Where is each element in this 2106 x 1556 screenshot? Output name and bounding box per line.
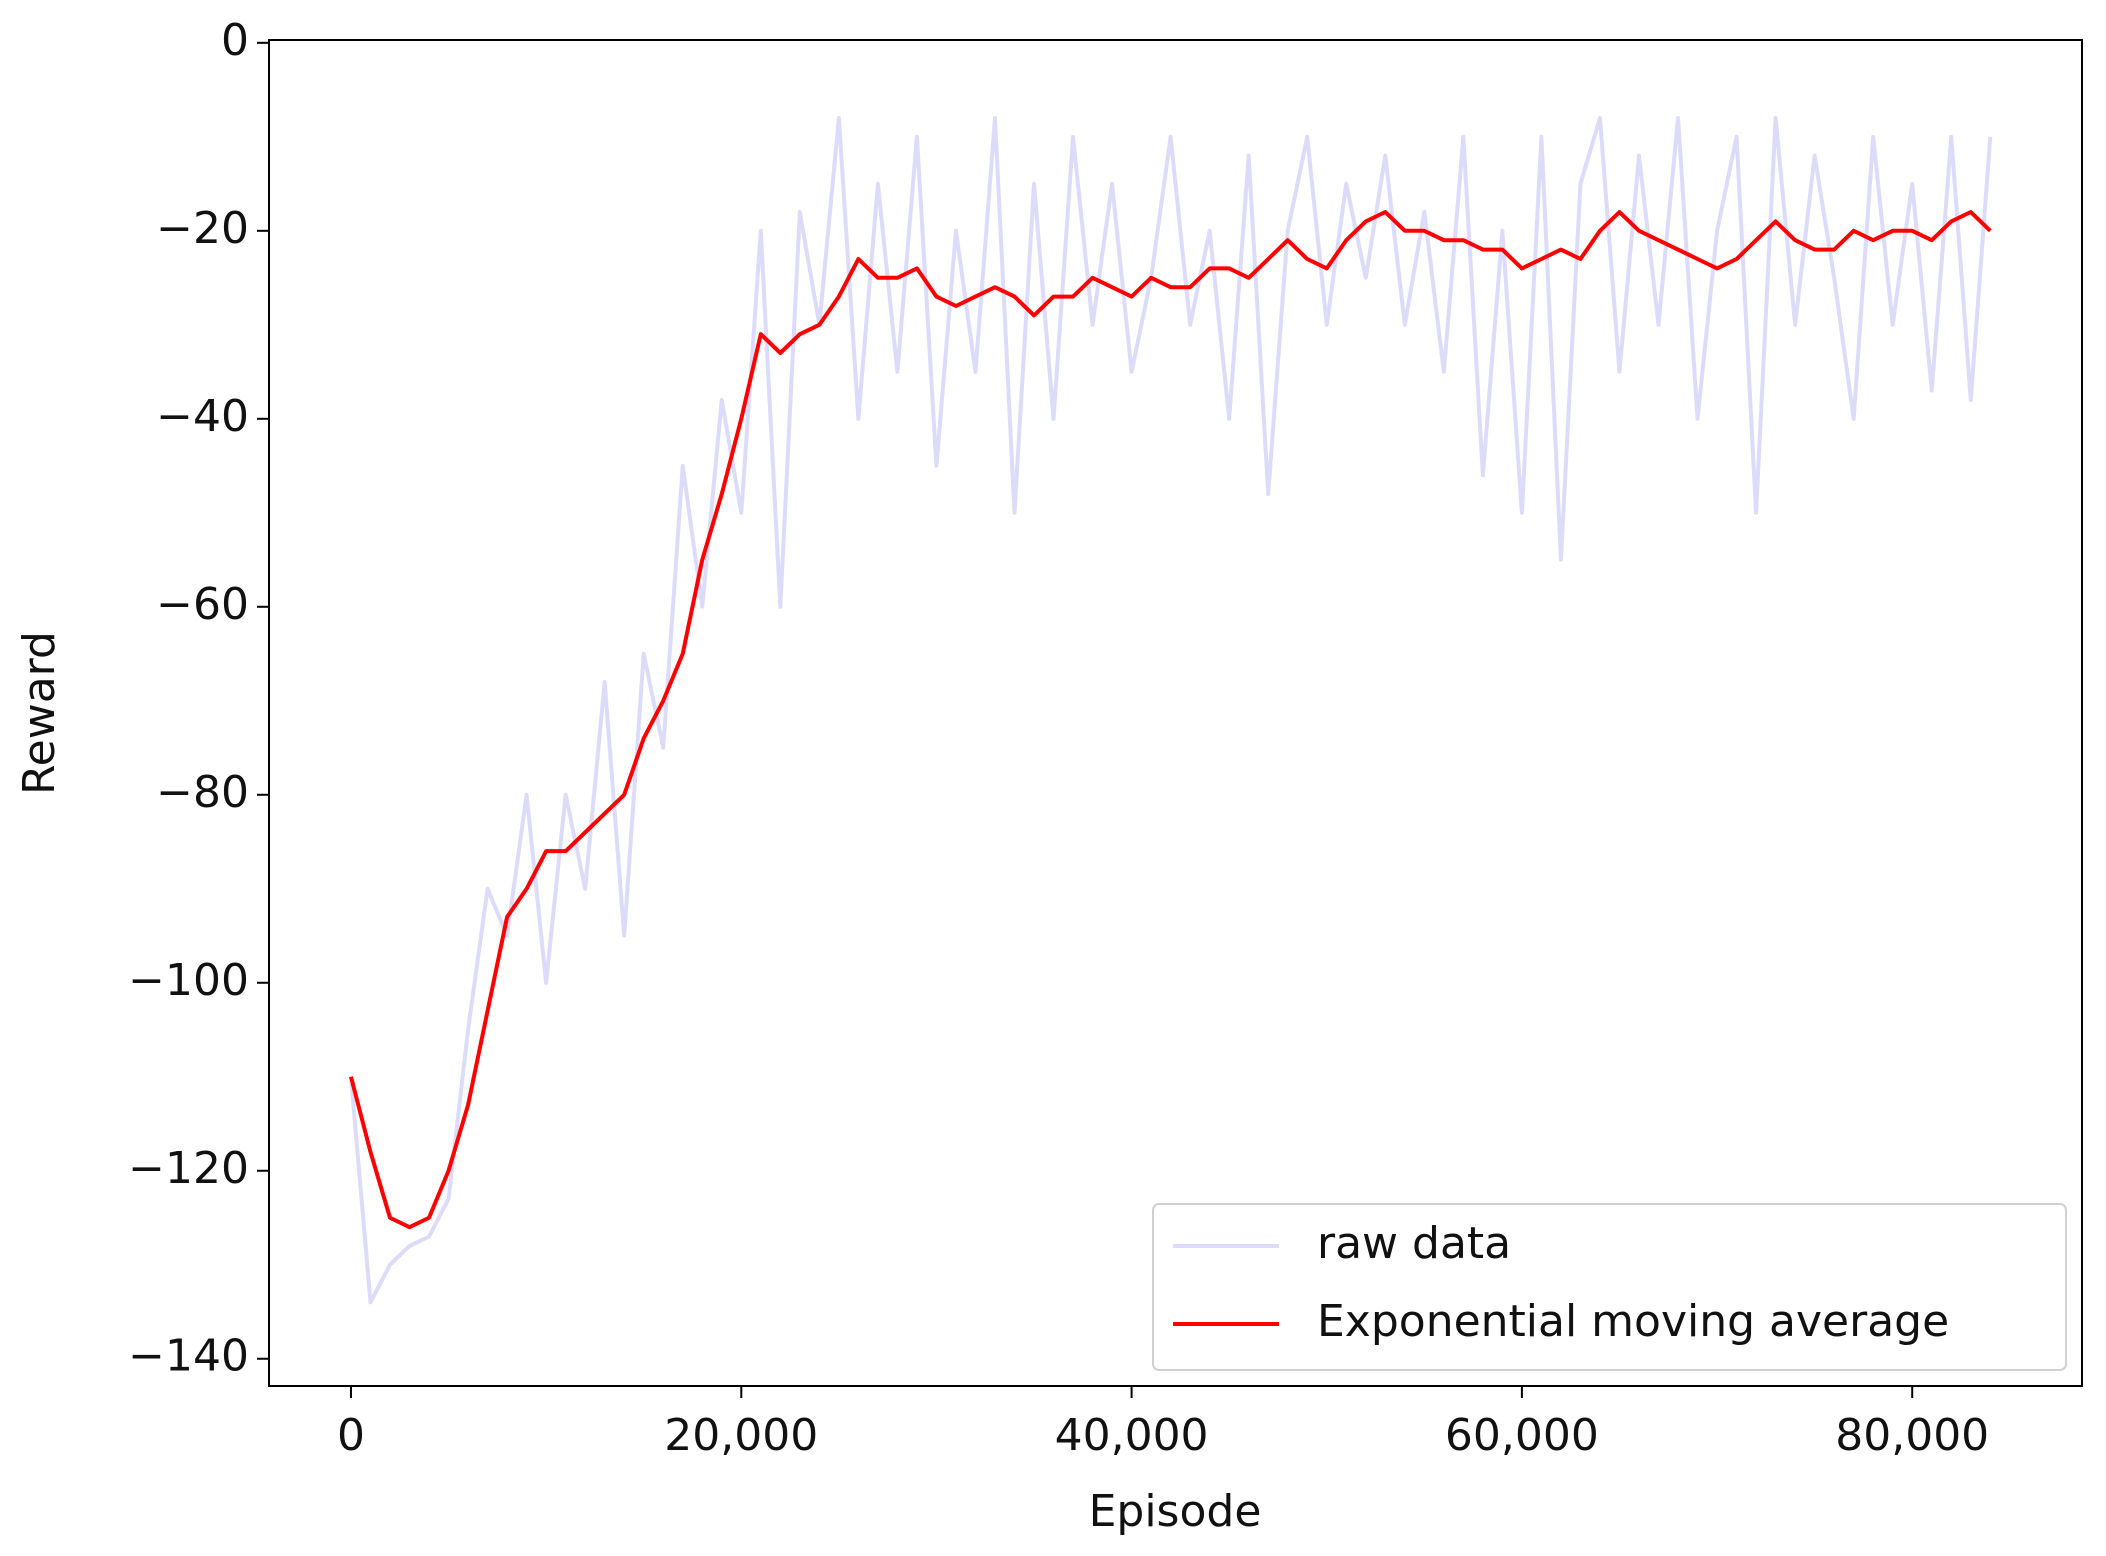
y-axis-label: Reward xyxy=(14,631,65,795)
legend-box xyxy=(1152,1203,2067,1371)
y-tick-label: −140 xyxy=(128,1331,249,1382)
plot-frame xyxy=(268,39,2083,1387)
x-tick-label: 40,000 xyxy=(1055,1410,1209,1461)
x-axis-label: Episode xyxy=(1089,1486,1262,1537)
x-tick-label: 20,000 xyxy=(664,1410,818,1461)
y-tick-label: −80 xyxy=(156,767,249,818)
x-tick-label: 0 xyxy=(337,1410,365,1461)
legend-label: raw data xyxy=(1317,1218,1511,1269)
series-line xyxy=(348,116,1993,1305)
series-line xyxy=(349,210,1992,1230)
y-tick-label: −40 xyxy=(156,391,249,442)
y-tick-label: −60 xyxy=(156,579,249,630)
y-tick-label: −120 xyxy=(128,1143,249,1194)
x-tick-label: 80,000 xyxy=(1835,1410,1989,1461)
x-tick-label: 60,000 xyxy=(1445,1410,1599,1461)
y-tick-label: 0 xyxy=(221,15,249,66)
legend-label: Exponential moving average xyxy=(1317,1296,1949,1347)
y-tick-label: −100 xyxy=(128,955,249,1006)
y-tick-label: −20 xyxy=(156,203,249,254)
